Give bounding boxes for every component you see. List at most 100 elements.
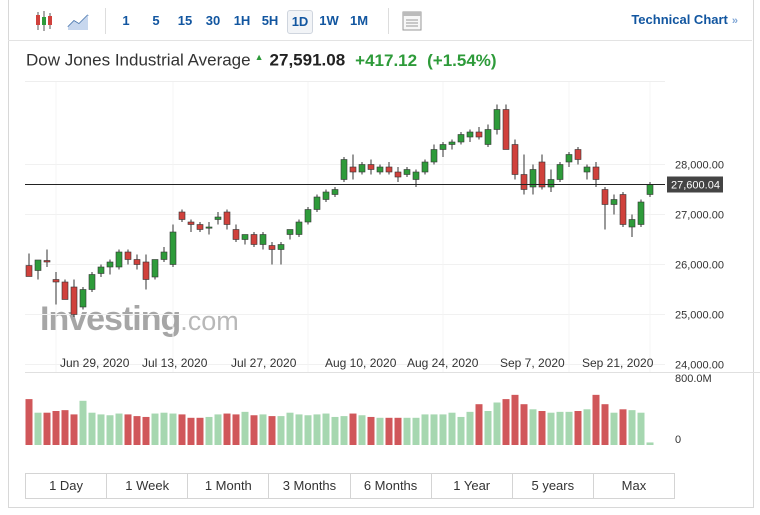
price-chart[interactable]: 28,000.00 27,000.00 26,000.00 25,000.00 24,0… (25, 82, 760, 372)
candle (520, 154, 528, 195)
candle-body (250, 234, 258, 245)
candle-body (205, 226, 213, 229)
candle-body (304, 209, 312, 223)
x-tick-label: Sep 7, 2020 (500, 356, 565, 370)
candle (628, 214, 636, 237)
volume-bar (25, 399, 33, 445)
volume-bar (376, 417, 384, 445)
volume-bar (52, 411, 60, 445)
candle-body (448, 141, 456, 145)
candle-body (151, 259, 159, 278)
candle-body (340, 159, 348, 180)
area-chart-icon[interactable] (66, 9, 90, 33)
volume-bar (430, 414, 438, 445)
technical-chart-link[interactable]: Technical Chart» (631, 12, 738, 27)
candle (367, 159, 375, 175)
candlestick-chart-icon[interactable] (32, 9, 56, 33)
volume-bar (70, 414, 78, 445)
candle-body (70, 286, 78, 315)
technical-chart-label: Technical Chart (631, 12, 728, 27)
candle (538, 154, 546, 190)
x-tick-label: Aug 24, 2020 (407, 356, 479, 370)
candle (619, 192, 627, 227)
candle-body (97, 266, 105, 274)
candle (133, 254, 141, 270)
interval-1day[interactable]: 1D (287, 10, 313, 34)
candle-body (538, 161, 546, 188)
last-price: 27,591.08 (269, 50, 346, 70)
candle (178, 209, 186, 222)
chart-toolbar: 1 5 15 30 1H 5H 1D 1W 1M Technical Chart… (8, 0, 752, 41)
interval-5hour[interactable]: 5H (261, 13, 279, 28)
y-tick-label: 25,000.00 (675, 310, 724, 322)
investing-watermark-logo: Investing.com (40, 300, 239, 339)
candle (250, 232, 258, 247)
time-range-selector: 1 Day 1 Week 1 Month 3 Months 6 Months 1… (25, 473, 675, 499)
candle-body (466, 131, 474, 138)
candle-body (520, 174, 528, 190)
candle-body (169, 231, 177, 265)
volume-bar (169, 413, 177, 445)
candle (304, 207, 312, 225)
range-1-day[interactable]: 1 Day (26, 474, 108, 498)
range-max[interactable]: Max (593, 474, 674, 498)
volume-bar (367, 416, 375, 445)
current-price-label: 27,600.04 (671, 180, 720, 192)
range-1-week[interactable]: 1 Week (107, 474, 189, 498)
candle-body (214, 216, 222, 220)
candle-body (25, 265, 33, 277)
candle-body (493, 109, 501, 130)
candle (358, 162, 366, 175)
volume-bar (61, 410, 69, 445)
candle-body (385, 166, 393, 173)
candle (376, 164, 384, 175)
interval-1week[interactable]: 1W (319, 13, 339, 28)
interval-1min[interactable]: 1 (122, 13, 130, 28)
candle-body (484, 129, 492, 145)
volume-bar (637, 412, 645, 445)
range-1-month[interactable]: 1 Month (188, 474, 270, 498)
candle-body (160, 251, 168, 260)
y-tick-label: 28,000.00 (675, 160, 724, 172)
candle-body (331, 189, 339, 195)
range-6-months[interactable]: 6 Months (350, 474, 432, 498)
interval-1hour[interactable]: 1H (233, 13, 251, 28)
candle-body (556, 164, 564, 180)
candle (484, 124, 492, 147)
interval-15min[interactable]: 15 (177, 13, 193, 28)
range-3-months[interactable]: 3 Months (269, 474, 351, 498)
candle-body (61, 281, 69, 300)
volume-bar (358, 415, 366, 445)
volume-axis-label: 0 (675, 434, 681, 446)
candle-body (43, 260, 51, 263)
volume-bar (160, 412, 168, 445)
volume-bar (646, 442, 654, 445)
volume-bar (115, 413, 123, 445)
candle (313, 194, 321, 212)
interval-5min[interactable]: 5 (152, 13, 160, 28)
candle (637, 199, 645, 227)
candle (187, 219, 195, 232)
volume-bar (331, 416, 339, 445)
volume-bar (178, 414, 186, 445)
candle-body (322, 191, 330, 200)
candle (394, 167, 402, 182)
candle (160, 247, 168, 262)
interval-30min[interactable]: 30 (205, 13, 221, 28)
candle (610, 194, 618, 215)
candle-body (367, 164, 375, 170)
volume-bar (232, 414, 240, 445)
candle (268, 242, 276, 265)
header-divider (25, 81, 665, 82)
interval-1month[interactable]: 1M (349, 13, 369, 28)
candle-body (349, 166, 357, 173)
y-tick-label: 27,000.00 (675, 210, 724, 222)
data-table-icon[interactable] (400, 9, 424, 33)
candle (448, 139, 456, 150)
x-tick-label: Aug 10, 2020 (325, 356, 397, 370)
range-5-years[interactable]: 5 years (512, 474, 594, 498)
volume-bar (304, 415, 312, 445)
volume-bar (493, 402, 501, 445)
range-1-year[interactable]: 1 Year (431, 474, 513, 498)
volume-chart[interactable]: 800.0M 0 (25, 372, 760, 449)
